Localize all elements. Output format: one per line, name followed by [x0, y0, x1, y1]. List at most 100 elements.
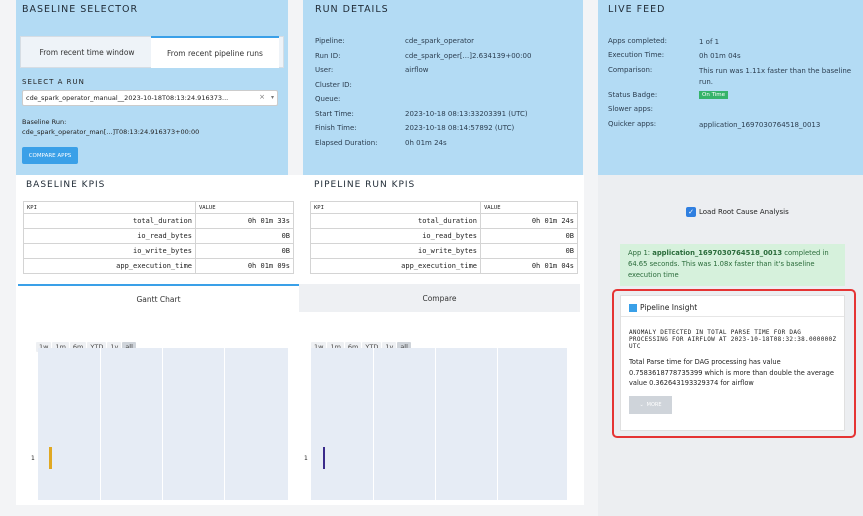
more-label: MORE: [646, 402, 662, 408]
kpi-value: 0h 01m 09s: [195, 258, 294, 274]
chevron-down-icon: ⌄: [639, 402, 644, 408]
highlight-box: [612, 289, 856, 438]
insight-title: Pipeline Insight: [640, 303, 698, 312]
clear-icon[interactable]: ×: [259, 93, 265, 101]
left-range-selector: 1w 1m 6m YTD 1y all: [36, 334, 137, 353]
live-feed-label: Apps completed:: [608, 37, 668, 45]
value-header: VALUE: [480, 201, 578, 214]
kpi-value: 0h 01m 33s: [195, 213, 294, 229]
run-detail-label: Cluster ID:: [315, 80, 352, 89]
tab-compare[interactable]: Compare: [299, 284, 580, 312]
kpi-key: total_duration: [310, 213, 481, 229]
range-all-button[interactable]: all: [397, 342, 411, 352]
table-row: app_execution_time 0h 01m 09s: [23, 258, 294, 274]
value-header: VALUE: [195, 201, 294, 214]
range-6m-button[interactable]: 6m: [69, 342, 87, 352]
range-ytd-button[interactable]: YTD: [87, 342, 107, 352]
select-run-label: SELECT A RUN: [22, 78, 85, 86]
run-detail-label: Queue:: [315, 95, 341, 103]
run-detail-label: Pipeline:: [315, 37, 345, 45]
table-row: io_write_bytes 0B: [23, 243, 294, 259]
table-row: io_read_bytes 0B: [310, 228, 578, 244]
run-detail-value: cde_spark_operator: [405, 37, 475, 45]
range-1w-button[interactable]: 1w: [36, 342, 52, 352]
live-feed-value: This run was 1.11x faster than the basel…: [699, 67, 852, 86]
kpi-key: io_read_bytes: [310, 228, 481, 244]
run-select-value: cde_spark_operator_manual__2023-10-18T08…: [26, 94, 229, 102]
live-feed-label: Status Badge:: [608, 91, 658, 99]
live-feed-panel: LIVE FEED Apps completed: 1 of 1 Execution…: [598, 0, 863, 175]
kpi-value: 0B: [480, 243, 578, 259]
run-detail-value: 2023-10-18 08:13:33203391 (UTC): [405, 109, 528, 118]
kpi-header: KPI: [310, 201, 481, 214]
kpi-value: 0h 01m 04s: [480, 258, 578, 274]
pipeline-kpi-table: KPI VALUE total_duration 0h 01m 24s io_re…: [310, 201, 578, 274]
insight-heading: ANOMALY DETECTED IN TOTAL PARSE TIME FOR…: [629, 329, 837, 350]
kpi-key: total_duration: [23, 213, 196, 229]
kpi-header: KPI: [23, 201, 196, 214]
baseline-kpis-title: BASELINE KPIS: [26, 180, 106, 190]
table-row: app_execution_time 0h 01m 04s: [310, 258, 578, 274]
table-row: io_write_bytes 0B: [310, 243, 578, 259]
range-6m-button[interactable]: 6m: [344, 342, 362, 352]
live-feed-value: 0h 01m 04s: [699, 52, 741, 60]
table-row: total_duration 0h 01m 24s: [310, 213, 578, 229]
compare-apps-label: COMPARE APPS: [28, 152, 72, 159]
run-detail-label: Finish Time:: [315, 124, 357, 132]
gantt-bar: [49, 447, 52, 469]
range-1m-button[interactable]: 1m: [52, 342, 69, 352]
live-feed-label: Quicker apps:: [608, 120, 657, 128]
root-cause-checkbox[interactable]: ✓: [686, 207, 696, 217]
kpi-key: app_execution_time: [310, 258, 481, 274]
right-range-selector: 1w 1m 6m YTD 1y all: [311, 334, 412, 353]
more-button[interactable]: ⌄ MORE: [629, 396, 672, 414]
range-1m-button[interactable]: 1m: [327, 342, 344, 352]
kpi-key: io_read_bytes: [23, 228, 196, 244]
range-1w-button[interactable]: 1w: [311, 342, 327, 352]
range-all-button[interactable]: all: [122, 342, 136, 352]
run-details-panel: RUN DETAILS Pipeline: cde_spark_operator R…: [303, 0, 583, 175]
range-1y-button[interactable]: 1y: [382, 342, 397, 352]
baseline-selector-panel: BASELINE SELECTOR From recent time windo…: [16, 0, 288, 175]
app-message-rest: completed in 64.65 seconds. This was 1.0…: [628, 249, 829, 279]
live-feed-label: Execution Time:: [608, 51, 665, 59]
baseline-run-value: cde_spark_operator_man[...]T08:13:24.916…: [22, 128, 200, 136]
live-feed-label: Comparison:: [608, 66, 653, 74]
left-y-tick: 1: [31, 455, 35, 462]
app-message-prefix: App 1:: [628, 249, 651, 257]
run-detail-value: 2023-10-18 08:14:57892 (UTC): [405, 124, 515, 132]
run-detail-value: cde_spark_oper[...]2.634139+00:00: [405, 51, 532, 60]
run-detail-label: Start Time:: [315, 109, 354, 118]
kpi-key: io_write_bytes: [310, 243, 481, 259]
kpi-value: 0B: [195, 243, 294, 259]
chevron-down-icon[interactable]: ▾: [270, 94, 274, 101]
baseline-selector-title: BASELINE SELECTOR: [22, 4, 139, 15]
right-y-tick: 1: [304, 455, 308, 462]
run-detail-value: airflow: [405, 66, 429, 74]
left-gantt-plot: [38, 348, 288, 500]
run-detail-label: Run ID:: [315, 51, 341, 60]
baseline-kpi-table: KPI VALUE total_duration 0h 01m 33s io_re…: [23, 201, 294, 274]
run-detail-label: Elapsed Duration:: [315, 138, 378, 147]
live-feed-value: 1 of 1: [699, 38, 720, 46]
kpi-key: app_execution_time: [23, 258, 196, 274]
range-1y-button[interactable]: 1y: [107, 342, 122, 352]
insight-body: Total Parse time for DAG processing has …: [629, 358, 834, 387]
kpi-key: io_write_bytes: [23, 243, 196, 259]
pipeline-kpis-title: PIPELINE RUN KPIS: [314, 180, 416, 190]
app-message-box: App 1: application_1697030764518_0013 co…: [620, 244, 845, 286]
insight-icon: [629, 304, 637, 312]
run-detail-value: 0h 01m 24s: [405, 138, 447, 147]
run-detail-label: User:: [315, 66, 334, 74]
kpi-value: 0h 01m 24s: [480, 213, 578, 229]
tab-gantt-chart[interactable]: Gantt Chart: [18, 284, 299, 312]
run-details-title: RUN DETAILS: [315, 4, 389, 15]
range-ytd-button[interactable]: YTD: [362, 342, 382, 352]
status-badge: On Time: [699, 91, 729, 99]
tab-recent-pipeline-runs[interactable]: From recent pipeline runs: [151, 36, 279, 68]
run-select[interactable]: cde_spark_operator_manual__2023-10-18T08…: [22, 90, 278, 106]
live-feed-title: LIVE FEED: [608, 4, 666, 15]
table-row: io_read_bytes 0B: [23, 228, 294, 244]
compare-apps-button[interactable]: COMPARE APPS: [22, 147, 78, 164]
tab-recent-time-window[interactable]: From recent time window: [39, 47, 135, 57]
